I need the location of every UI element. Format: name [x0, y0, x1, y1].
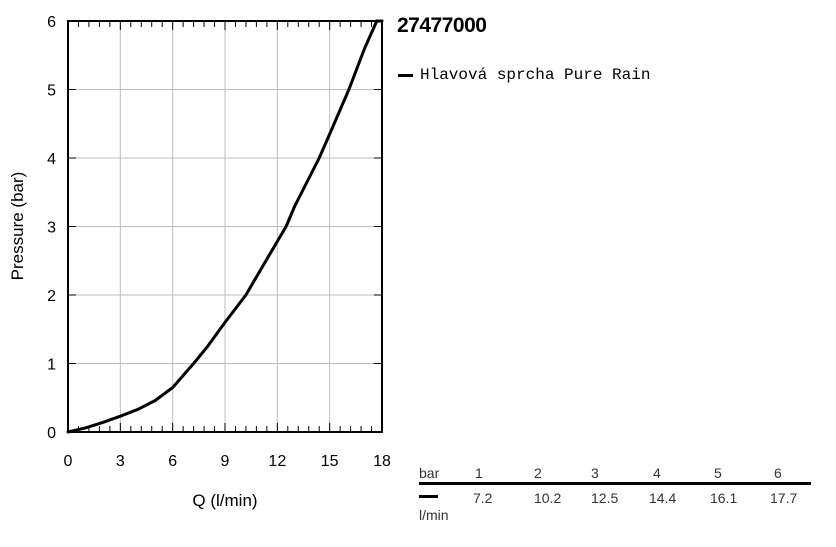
x-tick-label: 9 — [221, 453, 230, 470]
flow-table-lmin-value: 7.2 — [473, 490, 493, 506]
y-tick-label: 4 — [47, 151, 56, 168]
flow-table-bar-value: 2 — [534, 465, 542, 481]
x-tick-label: 0 — [64, 453, 73, 470]
flow-table-bar-label: bar — [419, 465, 440, 481]
flow-table-lmin-value: 16.1 — [710, 490, 738, 506]
flow-table-divider — [419, 482, 811, 485]
x-tick-label: 12 — [268, 453, 286, 470]
flow-table-bar-value: 4 — [653, 465, 661, 481]
flow-table-bar-value: 3 — [591, 465, 599, 481]
flow-table-bar-value: 6 — [774, 465, 782, 481]
flow-table-unit-row: l/min — [419, 507, 811, 525]
legend-swatch — [398, 73, 413, 77]
series-line-hlavova-sprcha — [66, 19, 384, 434]
x-tick-labels: 0 3 6 9 12 15 18 — [64, 453, 391, 470]
plot-frame — [67, 20, 383, 433]
flow-table-lmin-value: 17.7 — [770, 490, 798, 506]
y-tick-label: 1 — [47, 357, 56, 374]
flow-table-bar-value: 5 — [714, 465, 722, 481]
flow-table-unit-label: l/min — [419, 507, 449, 523]
x-tick-label: 6 — [168, 453, 177, 470]
y-tick-labels: 0 1 2 3 4 5 6 — [47, 14, 56, 442]
x-tick-label: 3 — [116, 453, 125, 470]
y-axis-title: Pressure (bar) — [8, 172, 27, 281]
x-tick-label: 18 — [373, 453, 391, 470]
legend: Hlavová sprcha Pure Rain — [398, 66, 650, 84]
flow-table-lmin-row: 7.2 10.2 12.5 14.4 16.1 17.7 — [419, 490, 811, 508]
flow-table-bar-value: 1 — [475, 465, 483, 481]
flow-table-lmin-value: 14.4 — [649, 490, 677, 506]
x-axis-title: Q (l/min) — [192, 491, 257, 510]
flow-table-bar-row: bar 1 2 3 4 5 6 — [419, 465, 811, 483]
y-tick-label: 6 — [47, 14, 56, 31]
flow-table-lmin-value: 12.5 — [591, 490, 619, 506]
y-tick-label: 0 — [47, 425, 56, 442]
legend-label: Hlavová sprcha Pure Rain — [420, 66, 651, 84]
flow-table: bar 1 2 3 4 5 6 7.2 10.2 12.5 14.4 16.1 … — [419, 465, 811, 525]
x-tick-label: 15 — [321, 453, 339, 470]
flow-table-swatch — [419, 495, 438, 498]
y-tick-label: 3 — [47, 220, 56, 237]
product-code-title: 27477000 — [397, 14, 487, 37]
grid-lines — [68, 21, 382, 432]
y-tick-label: 5 — [47, 83, 56, 100]
flow-table-lmin-value: 10.2 — [534, 490, 562, 506]
y-tick-label: 2 — [47, 288, 56, 305]
